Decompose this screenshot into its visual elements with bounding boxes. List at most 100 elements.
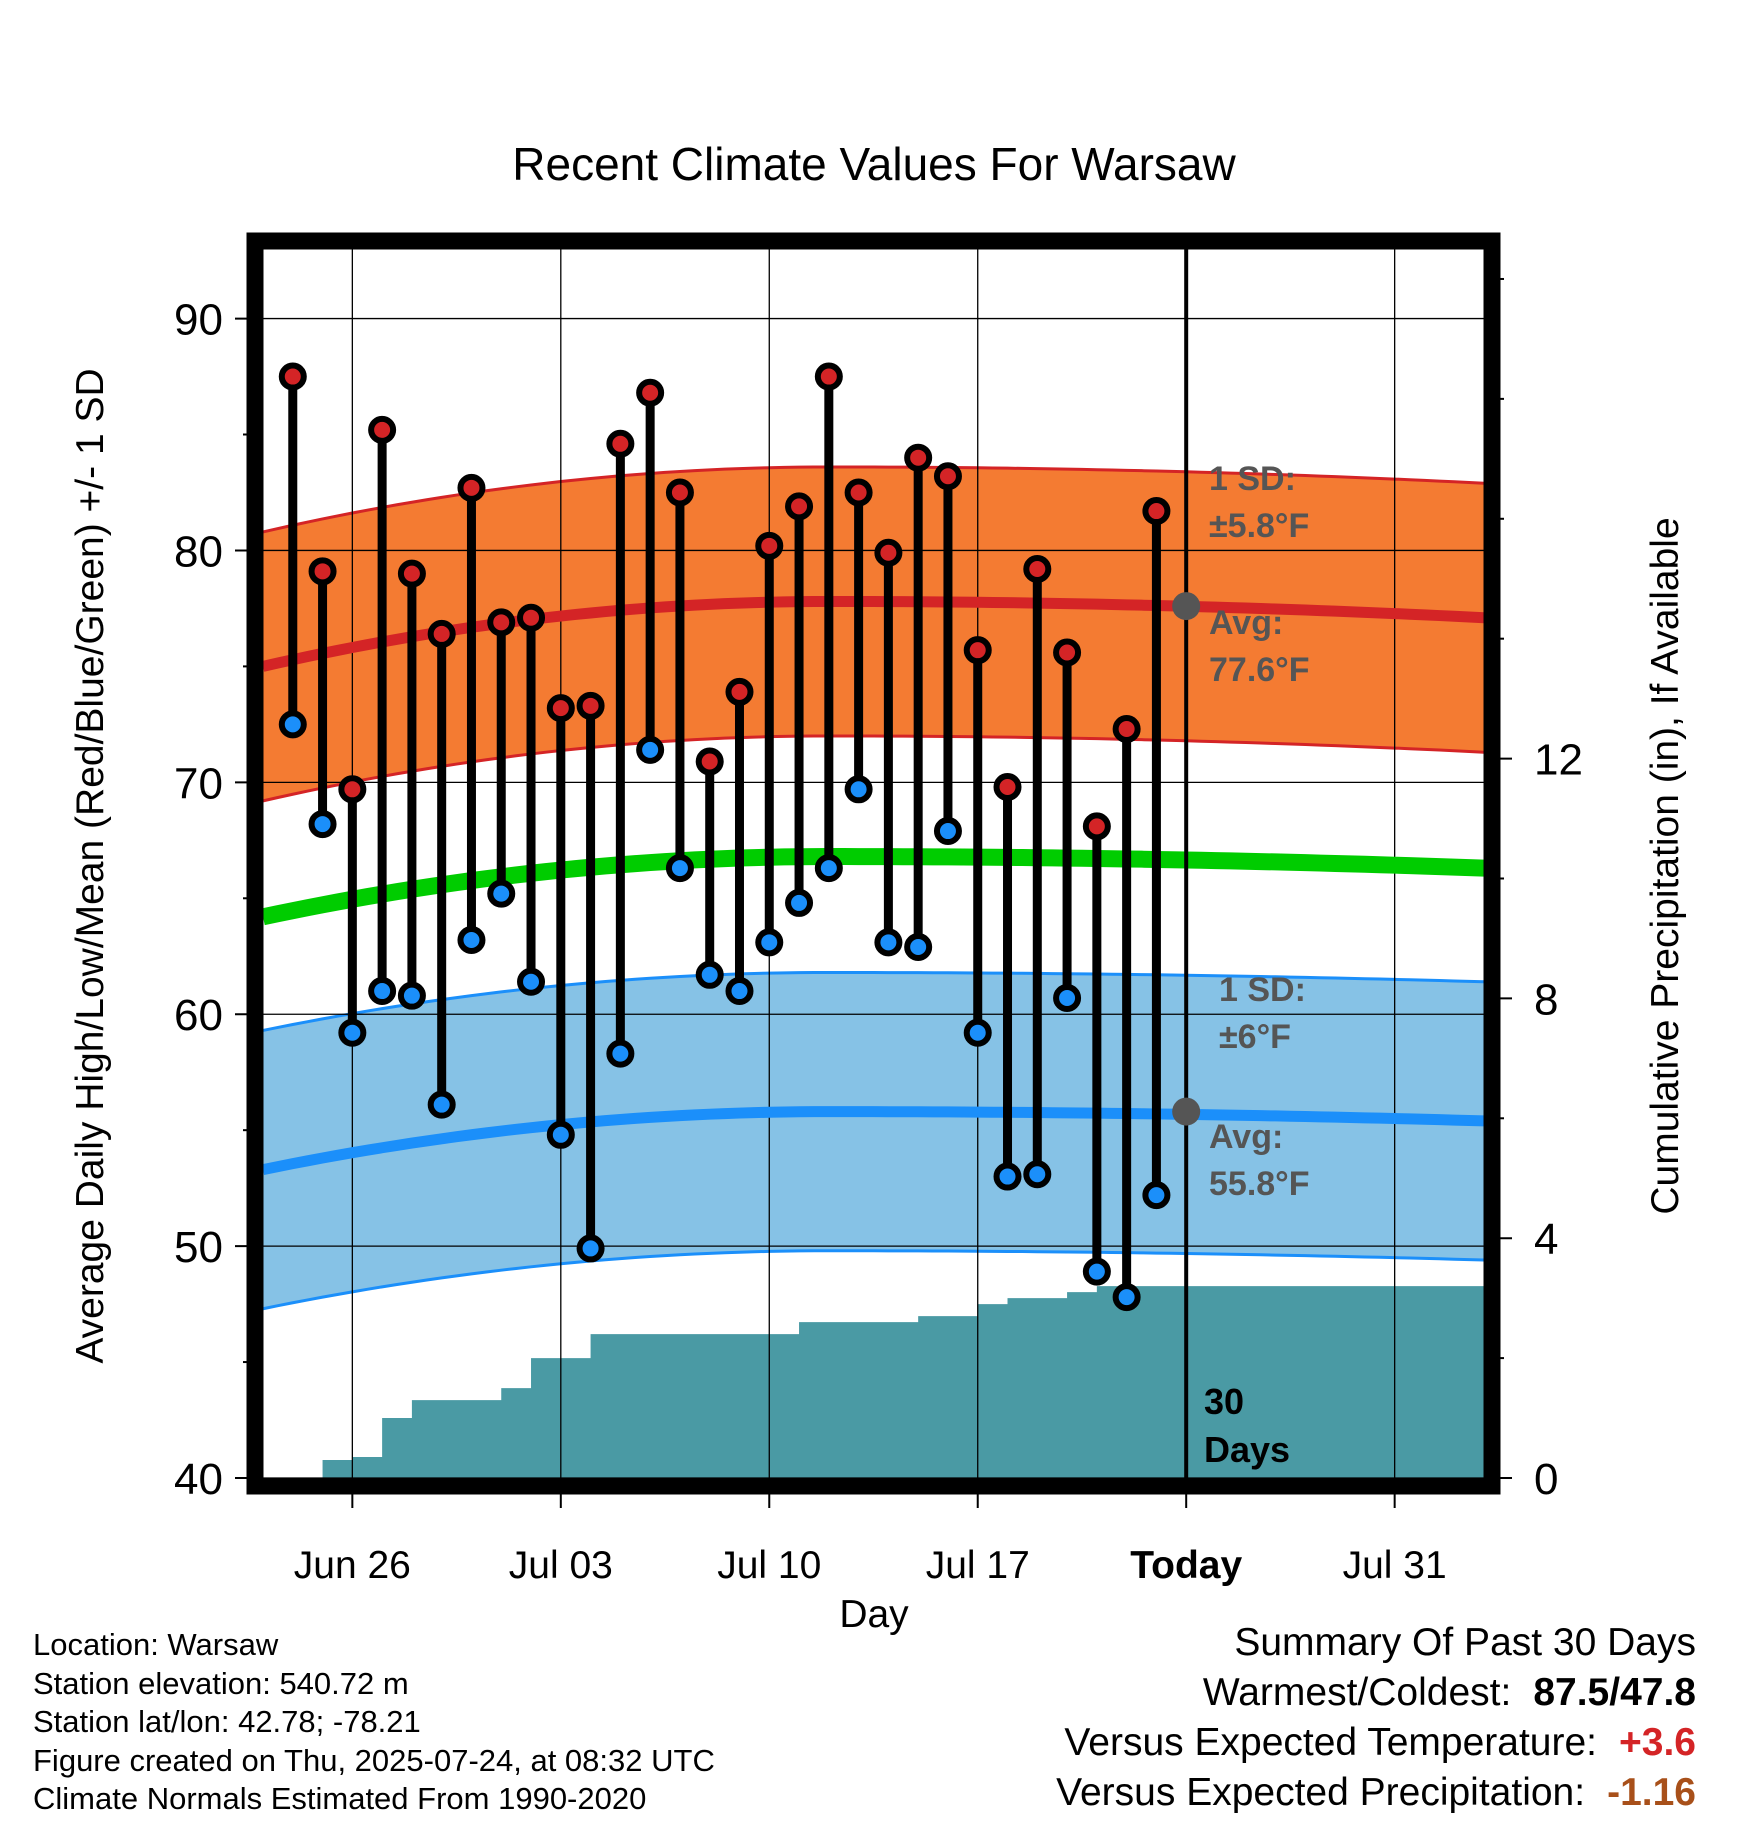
- daily-high-point: [874, 538, 903, 567]
- normals-text: Climate Normals Estimated From 1990-2020: [33, 1781, 647, 1816]
- chart-title: Recent Climate Values For Warsaw: [512, 138, 1236, 190]
- daily-high-point: [1023, 555, 1052, 584]
- normal-mean-line: [261, 848, 1485, 926]
- daily-low-point: [308, 810, 337, 839]
- daily-high-point: [933, 462, 962, 491]
- daily-low-point: [338, 1018, 367, 1047]
- daily-low-point: [606, 1039, 635, 1068]
- y-tick-label: 90: [174, 296, 223, 345]
- x-axis-label: Day: [839, 1593, 909, 1636]
- daily-high-point: [1112, 715, 1141, 744]
- summary-heading: Summary Of Past 30 Days: [1234, 1621, 1696, 1664]
- y-tick-label: 60: [174, 991, 223, 1040]
- warmest-coldest-row: Warmest/Coldest: 87.5/47.8: [1056, 1668, 1696, 1718]
- low-sd-lower-edge: [262, 1249, 1485, 1311]
- daily-low-point: [1082, 1257, 1111, 1286]
- avg-high-value: 77.6°F: [1209, 651, 1310, 689]
- daily-high-point: [427, 619, 456, 648]
- high-sd-lower-edge: [262, 734, 1485, 803]
- daily-high-point: [338, 775, 367, 804]
- avg-high-label: Avg:: [1209, 604, 1283, 642]
- daily-low-point: [487, 879, 516, 908]
- daily-low-point: [665, 854, 694, 883]
- x-tick-label: Jul 31: [1343, 1544, 1447, 1587]
- normal-low-line: [261, 1106, 1485, 1175]
- daily-low-point: [725, 977, 754, 1006]
- daily-high-point: [1082, 812, 1111, 841]
- daily-low-point: [397, 981, 426, 1010]
- daily-low-point: [1023, 1160, 1052, 1189]
- normal-high-line: [261, 595, 1485, 672]
- daily-low-point: [278, 710, 307, 739]
- daily-high-point: [368, 415, 397, 444]
- daily-high-point: [844, 478, 873, 507]
- y2-tick-label: 4: [1534, 1215, 1558, 1264]
- x-tick-label: Jun 26: [294, 1544, 411, 1587]
- precip-area: [263, 1286, 1484, 1478]
- daily-low-point: [636, 735, 665, 764]
- daily-high-point: [785, 492, 814, 521]
- y2-tick-label: 8: [1534, 975, 1558, 1024]
- today-window-label-line1: 30: [1204, 1381, 1244, 1422]
- temp-anomaly-value: +3.6: [1619, 1721, 1696, 1764]
- y-tick-label: 40: [174, 1455, 223, 1504]
- daily-high-point: [576, 691, 605, 720]
- daily-high-point: [963, 636, 992, 665]
- daily-low-point: [695, 960, 724, 989]
- today-window-label-line2: Days: [1204, 1429, 1290, 1470]
- daily-low-point: [546, 1120, 575, 1149]
- avg-low-marker: [1172, 1097, 1201, 1126]
- daily-low-point: [874, 928, 903, 957]
- temp-anomaly-row: Versus Expected Temperature: +3.6: [1056, 1718, 1696, 1768]
- y-tick-label: 50: [174, 1223, 223, 1272]
- warmest-label: Warmest/Coldest:: [1202, 1671, 1512, 1714]
- daily-low-point: [904, 932, 933, 961]
- daily-high-point: [814, 362, 843, 391]
- avg-low-value: 55.8°F: [1209, 1165, 1310, 1203]
- daily-low-point: [368, 977, 397, 1006]
- daily-low-point: [1053, 983, 1082, 1012]
- daily-high-point: [636, 378, 665, 407]
- daily-high-point: [904, 443, 933, 472]
- daily-low-point: [814, 854, 843, 883]
- precip-anomaly-label: Versus Expected Precipitation:: [1056, 1771, 1586, 1814]
- daily-low-point: [933, 817, 962, 846]
- plot-frame: [246, 232, 1501, 1495]
- avg-low-label: Avg:: [1209, 1118, 1283, 1156]
- daily-high-point: [755, 531, 784, 560]
- daily-low-point: [427, 1090, 456, 1119]
- low-sd-band: [263, 972, 1484, 1309]
- x-tick-label: Jul 17: [926, 1544, 1030, 1587]
- low-sd-upper-edge: [262, 970, 1485, 1032]
- daily-low-point: [844, 775, 873, 804]
- y2-tick-label: 12: [1534, 736, 1583, 785]
- daily-low-point: [755, 928, 784, 957]
- daily-low-point: [785, 888, 814, 917]
- daily-low-point: [993, 1162, 1022, 1191]
- daily-high-point: [517, 603, 546, 632]
- daily-high-point: [725, 677, 754, 706]
- daily-high-point: [308, 557, 337, 586]
- daily-high-point: [1053, 638, 1082, 667]
- daily-high-point: [1142, 497, 1171, 526]
- high-sd-label: 1 SD:: [1209, 460, 1296, 498]
- daily-high-point: [397, 559, 426, 588]
- station-info: Location: Warsaw Station elevation: 540.…: [33, 1626, 715, 1819]
- daily-low-point: [576, 1234, 605, 1263]
- warmest-value: 87.5/47.8: [1533, 1671, 1696, 1714]
- daily-high-point: [606, 429, 635, 458]
- y-tick-label: 80: [174, 527, 223, 576]
- daily-high-point: [546, 694, 575, 723]
- avg-high-marker: [1172, 592, 1201, 621]
- temp-anomaly-label: Versus Expected Temperature:: [1064, 1721, 1597, 1764]
- daily-low-point: [1112, 1283, 1141, 1312]
- daily-high-point: [695, 747, 724, 776]
- daily-high-point: [487, 608, 516, 637]
- location-text: Location: Warsaw: [33, 1627, 279, 1662]
- y-tick-label: 70: [174, 759, 223, 808]
- daily-low-point: [457, 926, 486, 955]
- y2-axis-label: Cumulative Precipitation (in), If Availa…: [1644, 517, 1687, 1214]
- precip-anomaly-row: Versus Expected Precipitation: -1.16: [1056, 1768, 1696, 1818]
- daily-high-point: [278, 362, 307, 391]
